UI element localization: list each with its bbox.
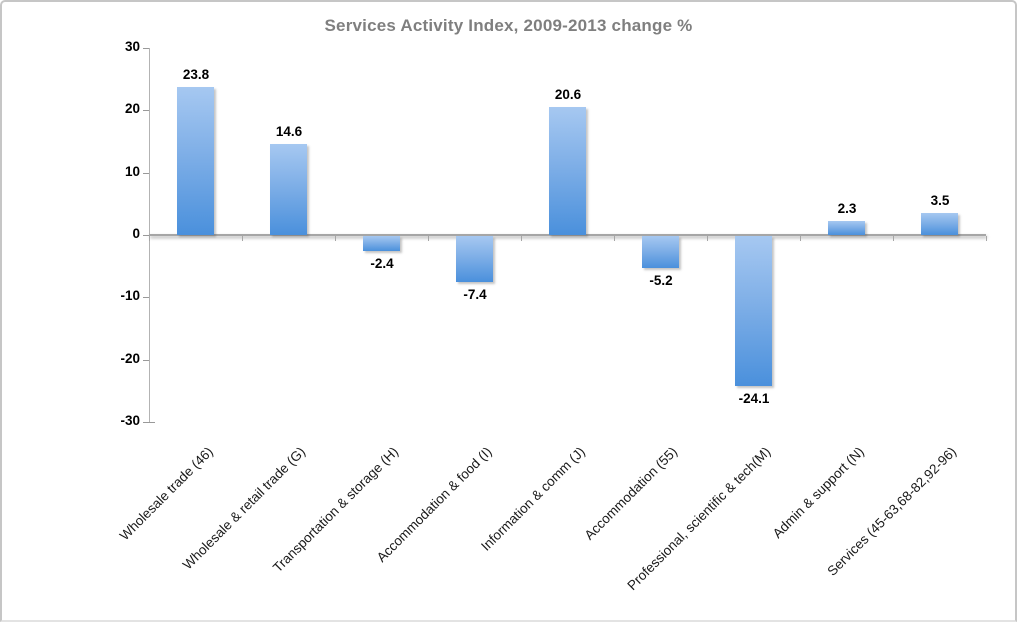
y-axis-foot-tick xyxy=(149,422,155,423)
bar-value-label: 23.8 xyxy=(182,67,210,82)
x-axis-tick xyxy=(707,236,708,241)
x-axis-tick xyxy=(893,236,894,241)
x-axis-zero-line xyxy=(149,234,986,236)
bar-value-label: 2.3 xyxy=(837,201,857,216)
bar-value-label: -2.4 xyxy=(370,256,394,271)
bar-value-label: 14.6 xyxy=(275,124,303,139)
bar-5 xyxy=(549,107,586,235)
x-axis-tick xyxy=(986,236,987,241)
x-axis-category-label: Accommodation (55) xyxy=(581,444,681,543)
y-axis-tick xyxy=(143,110,149,111)
x-axis-tick xyxy=(614,236,615,241)
x-axis-tick xyxy=(335,236,336,241)
x-axis-tick xyxy=(149,236,150,241)
bar-value-label: 3.5 xyxy=(930,193,950,208)
bar-6 xyxy=(642,236,679,268)
y-axis-tick xyxy=(143,297,149,298)
bar-2 xyxy=(270,144,307,235)
bar-value-label: 20.6 xyxy=(554,87,582,102)
bar-7 xyxy=(735,236,772,386)
bar-4 xyxy=(456,236,493,282)
chart-title: Services Activity Index, 2009-2013 chang… xyxy=(324,16,693,35)
x-axis-tick xyxy=(242,236,243,241)
y-axis-tick-label: 0 xyxy=(132,226,140,241)
y-axis-tick xyxy=(143,48,149,49)
y-axis-tick-label: 20 xyxy=(124,101,140,116)
bar-3 xyxy=(363,236,400,251)
y-axis-tick xyxy=(143,422,149,423)
y-axis-tick xyxy=(143,360,149,361)
bar-1 xyxy=(177,87,214,235)
y-axis-tick-label: -20 xyxy=(120,351,140,366)
x-axis-tick xyxy=(800,236,801,241)
y-axis-tick-label: -10 xyxy=(120,288,140,303)
bar-value-label: -24.1 xyxy=(738,391,770,406)
y-axis-tick-label: 10 xyxy=(124,164,140,179)
y-axis-tick-label: -30 xyxy=(120,413,140,428)
bar-value-label: -7.4 xyxy=(463,287,487,302)
x-axis-category-label: Wholesale trade (46) xyxy=(116,444,216,544)
x-axis-category-label: Admin & support (N) xyxy=(769,444,867,542)
y-axis-tick xyxy=(143,173,149,174)
x-axis-tick xyxy=(521,236,522,241)
y-axis-tick xyxy=(143,235,149,236)
bar-8 xyxy=(828,221,865,235)
bar-value-label: -5.2 xyxy=(649,273,673,288)
x-axis-category-label: Information & comm (J) xyxy=(477,444,588,554)
bar-9 xyxy=(921,213,958,235)
x-axis-tick xyxy=(428,236,429,241)
y-axis-tick-label: 30 xyxy=(124,39,140,54)
